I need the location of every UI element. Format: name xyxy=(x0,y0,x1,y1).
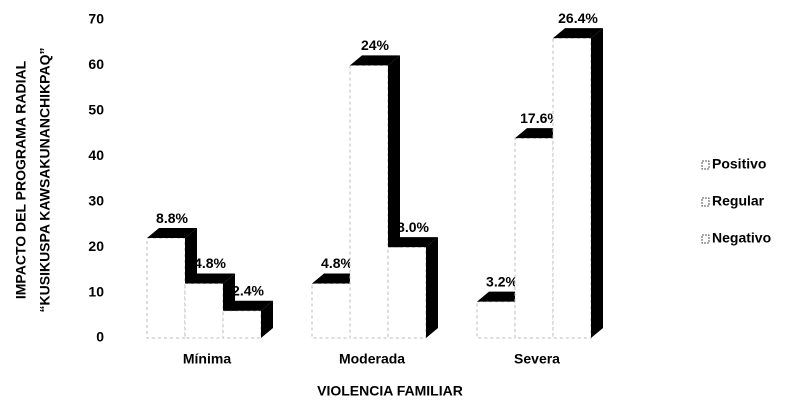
data-label: 3.2% xyxy=(486,273,518,289)
bar-top xyxy=(223,300,273,311)
y-tick-label: 10 xyxy=(88,283,104,299)
data-label: 2.4% xyxy=(232,282,264,298)
data-label: 24% xyxy=(361,37,390,53)
x-axis-title: VIOLENCIA FAMILIAR xyxy=(317,383,463,399)
bar-top xyxy=(388,237,438,248)
bar xyxy=(387,246,427,339)
y-axis-title: “KUSIKUSPA KAWSAKUNANCHIKPAQ” xyxy=(37,48,53,313)
bar xyxy=(311,282,351,339)
y-tick-label: 0 xyxy=(96,329,104,345)
data-label: 4.8% xyxy=(321,255,353,271)
y-tick-label: 40 xyxy=(88,147,104,163)
y-tick-label: 60 xyxy=(88,56,104,72)
bar xyxy=(476,301,516,339)
data-label: 26.4% xyxy=(558,10,598,26)
bar-top xyxy=(350,55,400,66)
x-tick-label: Severa xyxy=(514,351,560,367)
x-tick-label: Moderada xyxy=(339,351,405,367)
legend-swatch xyxy=(701,197,710,207)
bar-side xyxy=(261,300,273,338)
legend-swatch xyxy=(701,234,710,244)
data-label: 4.8% xyxy=(194,255,226,271)
bar-top xyxy=(185,273,235,284)
y-tick-label: 30 xyxy=(88,192,104,208)
y-tick-label: 20 xyxy=(88,238,104,254)
bar-top xyxy=(553,28,603,39)
bar-top xyxy=(147,228,197,239)
x-tick-label: Mínima xyxy=(183,351,231,367)
bar xyxy=(146,237,186,339)
bar-side xyxy=(591,28,603,339)
bar xyxy=(349,64,389,339)
y-tick-label: 50 xyxy=(88,102,104,118)
data-label: 8.8% xyxy=(156,210,188,226)
data-label: 17.6% xyxy=(520,110,560,126)
bar xyxy=(552,37,592,339)
bar-side xyxy=(426,237,438,338)
y-axis-title: IMPACTO DEL PROGRAMA RADIAL xyxy=(13,60,29,299)
legend-swatch xyxy=(701,160,710,170)
data-label: 8.0% xyxy=(397,219,429,235)
legend-label: Regular xyxy=(712,193,765,209)
legend-label: Negativo xyxy=(712,230,771,246)
legend-label: Positivo xyxy=(712,156,766,172)
bar xyxy=(222,310,262,339)
y-tick-label: 70 xyxy=(88,11,104,27)
bar xyxy=(514,137,554,339)
bar xyxy=(184,282,224,339)
